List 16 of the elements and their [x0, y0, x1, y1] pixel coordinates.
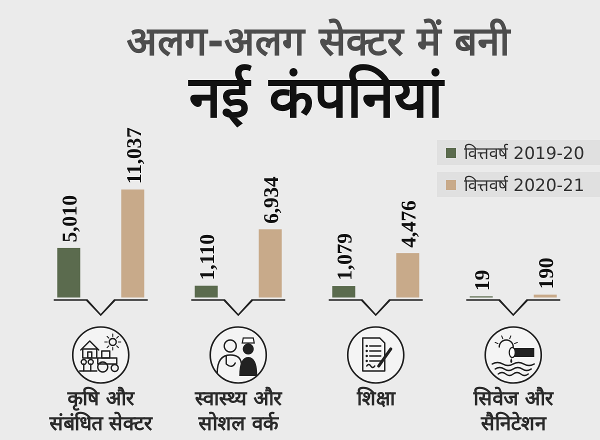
subtitle: अलग-अलग सेक्टर में बनी: [126, 19, 510, 65]
category-label: स्वास्थ्य और सोशल वर्क: [194, 386, 282, 435]
category-label: शिक्षा: [356, 386, 395, 410]
data-label: 190: [534, 258, 558, 290]
data-label: 1,079: [332, 233, 357, 281]
data-label: 1,110: [195, 234, 220, 280]
data-label: 5,010: [58, 195, 82, 242]
data-label: 11,037: [122, 127, 146, 184]
legend-label: वित्तवर्ष 2019-20: [464, 144, 584, 164]
category-label: कृषि और संबंधित सेक्टर: [49, 386, 152, 435]
category-label: सिवेज और सैनिटेशन: [473, 386, 554, 435]
legend-label: वित्तवर्ष 2020-21: [464, 176, 584, 196]
title: नई कंपनियां: [188, 63, 444, 131]
data-label: 4,476: [396, 200, 421, 248]
data-label: 6,934: [259, 176, 284, 224]
data-label: 19: [470, 270, 494, 291]
